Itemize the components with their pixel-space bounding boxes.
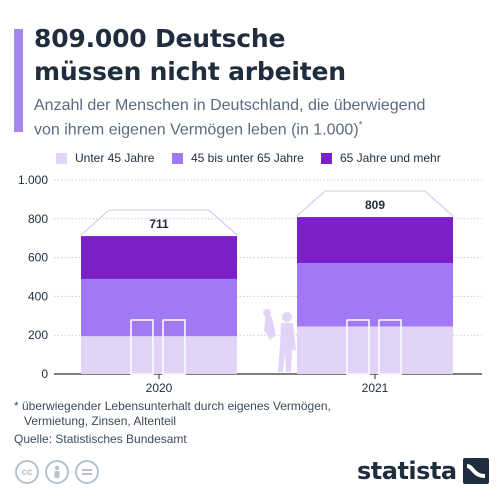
decorative-door bbox=[346, 319, 370, 375]
legend-swatch-45to65 bbox=[172, 152, 183, 164]
bar-segment bbox=[81, 236, 237, 279]
chart-title: 809.000 Deutsche müssen nicht arbeiten bbox=[34, 22, 474, 88]
y-tick-label: 400 bbox=[28, 289, 48, 303]
bar-segment bbox=[297, 326, 453, 374]
legend-label-over65: 65 Jahre und mehr bbox=[340, 151, 441, 165]
legend-label-under45: Unter 45 Jahre bbox=[75, 151, 155, 165]
y-tick-label: 200 bbox=[28, 328, 48, 342]
legend-label-45to65: 45 bis unter 65 Jahre bbox=[191, 151, 304, 165]
logo-text: statista bbox=[357, 457, 457, 485]
equals-icon[interactable] bbox=[75, 460, 99, 484]
footnote-line-1: * überwiegender Lebensunterhalt durch ei… bbox=[14, 399, 331, 413]
bar-segment bbox=[297, 217, 453, 264]
subtitle-line-1: Anzahl der Menschen in Deutschland, die … bbox=[34, 97, 426, 114]
statista-logo-icon bbox=[462, 458, 489, 484]
total-label: 809 bbox=[365, 198, 385, 212]
decorative-door bbox=[162, 319, 186, 375]
bar-segment bbox=[81, 278, 237, 337]
cc-icon[interactable]: cc bbox=[15, 460, 39, 484]
musician-illustration bbox=[263, 309, 296, 372]
y-tick-label: 800 bbox=[28, 212, 48, 226]
legend-swatch-over65 bbox=[321, 152, 332, 164]
legend-item-over65: 65 Jahre und mehr bbox=[321, 151, 441, 165]
y-tick-label: 600 bbox=[28, 251, 48, 265]
y-tick-label: 0 bbox=[41, 367, 48, 381]
total-label: 711 bbox=[149, 217, 169, 231]
x-tick-label: 2021 bbox=[362, 381, 389, 395]
legend-item-under45: Unter 45 Jahre bbox=[56, 151, 154, 165]
by-icon[interactable] bbox=[45, 460, 69, 484]
y-tick-label: 1.000 bbox=[18, 173, 48, 187]
accent-bar bbox=[14, 29, 23, 132]
title-line-1: 809.000 Deutsche bbox=[34, 24, 286, 53]
title-line-2: müssen nicht arbeiten bbox=[34, 57, 346, 86]
bar-roof bbox=[296, 190, 454, 217]
license-icons: cc bbox=[15, 460, 105, 484]
stacked-bar-chart: 0 200 400 600 800 1.000 711 2020 809 2021 bbox=[18, 173, 482, 395]
legend: Unter 45 Jahre 45 bis unter 65 Jahre 65 … bbox=[0, 151, 499, 169]
statista-logo[interactable]: statista bbox=[357, 457, 489, 485]
footnote: * überwiegender Lebensunterhalt durch ei… bbox=[14, 399, 454, 429]
chart-subtitle: Anzahl der Menschen in Deutschland, die … bbox=[34, 96, 484, 140]
footnote-line-2: Vermietung, Zinsen, Altenteil bbox=[24, 414, 177, 428]
decorative-door bbox=[130, 319, 154, 375]
bar-roof bbox=[80, 209, 238, 236]
bar-segment bbox=[297, 263, 453, 327]
bar-segment bbox=[81, 336, 237, 374]
source-note: Quelle: Statistisches Bundesamt bbox=[14, 432, 187, 446]
subtitle-footnote-mark: * bbox=[358, 120, 363, 131]
x-tick-label: 2020 bbox=[146, 381, 173, 395]
legend-item-45to65: 45 bis unter 65 Jahre bbox=[172, 151, 304, 165]
decorative-door bbox=[378, 319, 402, 375]
subtitle-line-2: von ihrem eigenen Vermögen leben (in 1.0… bbox=[34, 121, 359, 139]
legend-swatch-under45 bbox=[56, 152, 67, 164]
